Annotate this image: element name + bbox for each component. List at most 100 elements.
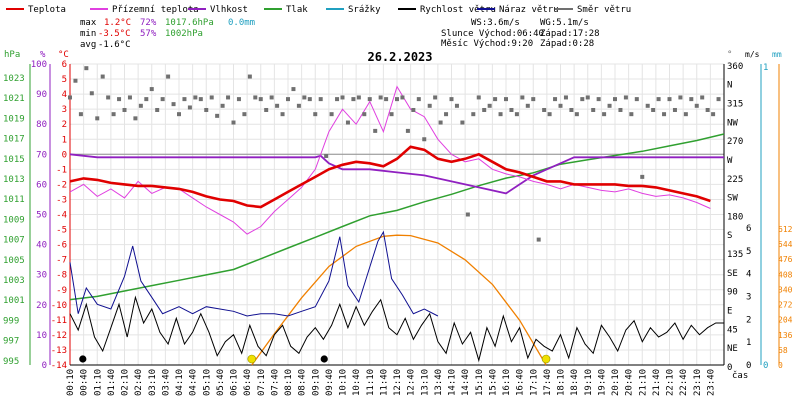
- mm-tick: 0: [763, 361, 768, 371]
- wind-direction-point: [705, 107, 710, 112]
- wind-direction-point: [144, 97, 149, 102]
- wind-direction-point: [700, 95, 705, 100]
- wind-direction-point: [651, 107, 656, 112]
- stats-min-temp: -3.5°C: [98, 29, 131, 39]
- wind-direction-point: [378, 95, 383, 100]
- wind-direction-point: [405, 128, 410, 133]
- stats-min-press: 1002hPa: [165, 29, 203, 39]
- dir-tick: 45: [727, 325, 738, 335]
- temp-tick: -14: [51, 361, 67, 371]
- wind-direction-point: [476, 95, 481, 100]
- ms-tick: 1: [746, 338, 751, 348]
- wind-direction-point: [433, 95, 438, 100]
- wind-direction-point: [672, 107, 677, 112]
- wind-direction-point: [367, 97, 372, 102]
- wind-direction-point: [313, 112, 318, 117]
- wind-direction-point: [416, 97, 421, 102]
- hum-tick: 60: [36, 180, 47, 190]
- temp-tick: 5: [62, 75, 67, 85]
- dir-tick: E: [727, 306, 732, 316]
- rad-tick: 408: [778, 270, 793, 279]
- wind-direction-point: [662, 112, 667, 117]
- x-tick-label: 19:10: [584, 369, 594, 396]
- wind-direction-point: [411, 107, 416, 112]
- wind-direction-point: [536, 237, 541, 242]
- wind-direction-point: [591, 107, 596, 112]
- wind-direction-point: [629, 112, 634, 117]
- temp-tick: 1: [62, 135, 67, 145]
- wind-direction-point: [264, 107, 269, 112]
- x-tick-label: 18:10: [557, 369, 567, 396]
- legend-label: Rychlost větru: [420, 5, 496, 15]
- wind-direction-point: [177, 112, 181, 117]
- wind-direction-point: [340, 95, 345, 100]
- temp-tick: -5: [56, 226, 67, 236]
- stats-max-press: 1017.6hPa: [165, 18, 214, 28]
- x-tick-label: 08:10: [284, 369, 294, 396]
- press-tick: 1023: [3, 74, 25, 84]
- wind-direction-point: [547, 112, 552, 117]
- chart-title: 26.2.2023: [367, 50, 432, 64]
- x-tick-label: 10:40: [352, 369, 362, 396]
- hum-unit: %: [40, 50, 46, 60]
- wind-direction-point: [160, 97, 165, 102]
- press-tick: 1013: [3, 175, 25, 185]
- wind-direction-point: [95, 116, 100, 121]
- ms-tick: 2: [746, 315, 751, 325]
- rad-tick: 136: [778, 331, 793, 340]
- wind-direction-point: [498, 112, 503, 117]
- x-tick-label: 22:10: [666, 369, 676, 396]
- x-tick-label: 18:40: [570, 369, 580, 396]
- wind-direction-point: [487, 103, 492, 108]
- moon-set: Západ:0:28: [540, 39, 594, 49]
- wind-direction-point: [689, 97, 694, 102]
- stats-max-temp: 1.2°C: [104, 18, 131, 28]
- wind-direction-point: [329, 112, 334, 117]
- temp-tick: 0: [62, 150, 67, 160]
- x-tick-label: 19:40: [597, 369, 607, 396]
- wind-direction-point: [149, 87, 154, 92]
- temp-tick: -8: [56, 271, 67, 281]
- wind-direction-point: [247, 74, 252, 79]
- dir-tick: NW: [727, 118, 738, 128]
- sun-info: Slunce Východ:06:40: [441, 29, 544, 39]
- wind-direction-point: [449, 97, 454, 102]
- temp-tick: 2: [62, 120, 67, 130]
- x-tick-label: 22:40: [679, 369, 689, 396]
- press-tick: 1015: [3, 155, 25, 165]
- mm-unit: mm: [772, 50, 782, 59]
- rad-tick: 204: [778, 316, 793, 325]
- wind-direction-point: [471, 112, 476, 117]
- press-tick: 1017: [3, 135, 25, 145]
- x-tick-label: 11:10: [366, 369, 376, 396]
- wind-direction-point: [438, 120, 443, 125]
- wind-direction-point: [553, 97, 558, 102]
- wind-direction-point: [307, 97, 312, 102]
- x-tick-label: 23:40: [706, 369, 716, 396]
- wind-direction-point: [111, 112, 116, 117]
- press-tick: 1009: [3, 215, 25, 225]
- wind-direction-point: [127, 95, 132, 100]
- x-tick-label: 02:40: [134, 369, 144, 396]
- wind-direction-point: [640, 174, 645, 179]
- hum-tick: 10: [36, 331, 47, 341]
- wind-direction-point: [187, 105, 192, 110]
- wind-direction-point: [356, 95, 361, 100]
- dir-tick: 135: [727, 250, 743, 260]
- x-tick-label: 06:40: [243, 369, 253, 396]
- rad-tick: 612: [778, 225, 793, 234]
- wind-direction-point: [302, 95, 307, 100]
- dir-tick: SW: [727, 194, 738, 204]
- legend-label: Směr větru: [577, 5, 631, 15]
- wind-direction-point: [694, 103, 699, 108]
- wind-direction-point: [427, 103, 432, 108]
- stats-avg-temp: -1.6°C: [98, 40, 131, 50]
- dir-tick: NE: [727, 344, 738, 354]
- wind-direction-point: [258, 97, 263, 102]
- x-tick-label: 12:10: [393, 369, 403, 396]
- wind-direction-point: [171, 102, 176, 107]
- series-sun-radiation: [251, 234, 547, 366]
- x-tick-label: 03:10: [148, 369, 158, 396]
- press-tick: 1021: [3, 94, 25, 104]
